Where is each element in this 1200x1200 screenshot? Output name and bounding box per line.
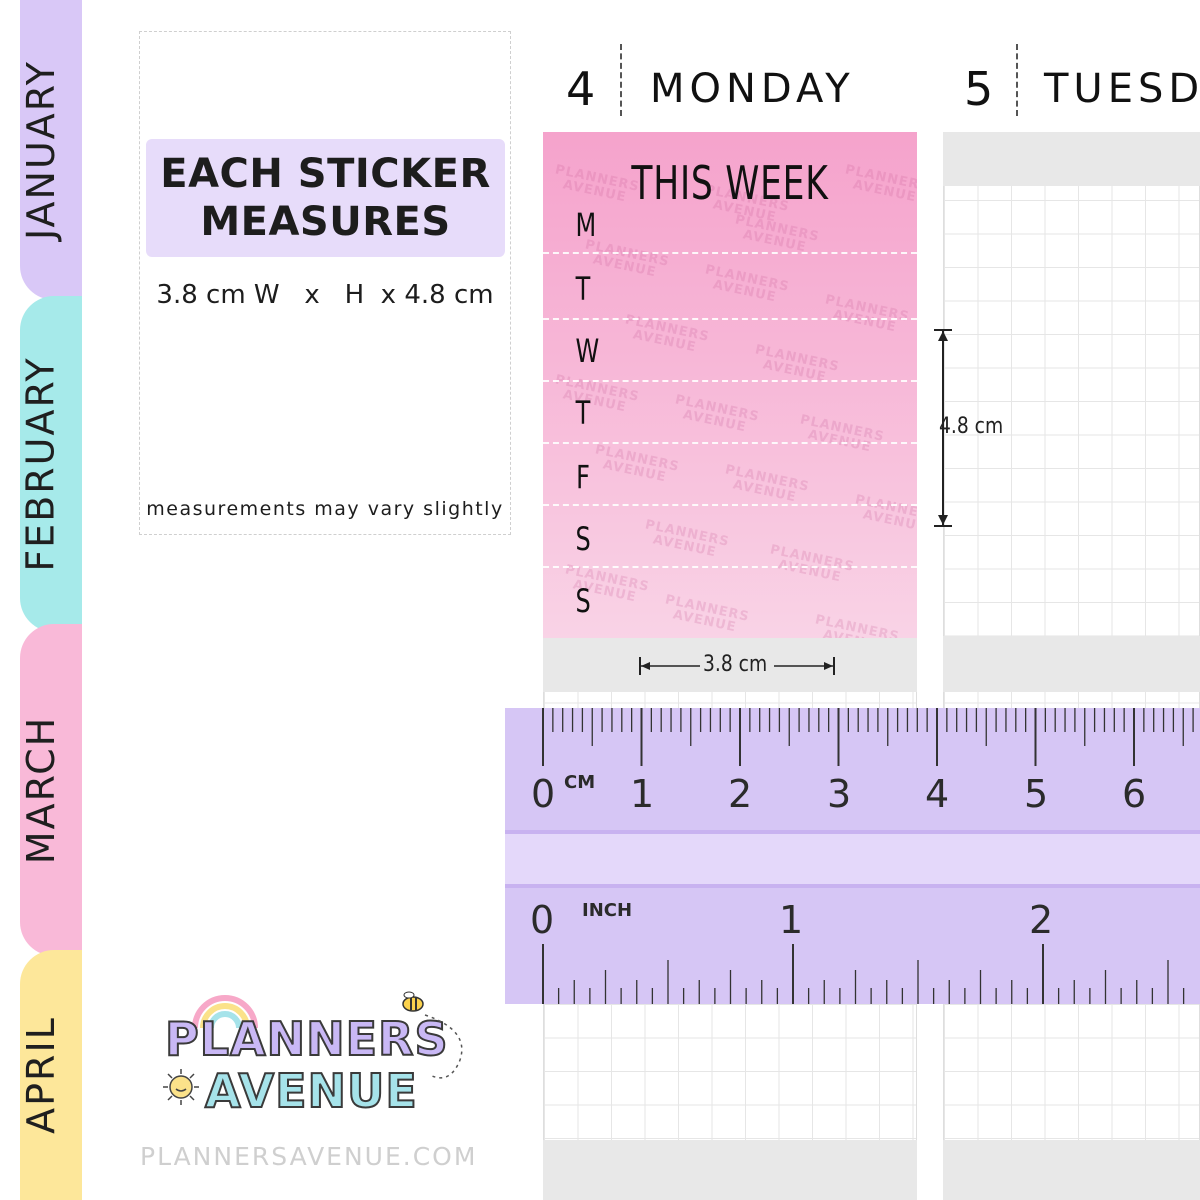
ruler-inch-number: 2 [1029, 898, 1054, 942]
day-letter-saturday: S [575, 520, 591, 558]
row-divider [543, 566, 917, 568]
day-number-monday: 4 [566, 62, 596, 116]
ruler-cm-number: 4 [925, 772, 950, 816]
month-tab-label: FEBRUARY [19, 356, 63, 572]
heading-line-2: MEASURES [200, 199, 451, 245]
ruler-inch-section[interactable] [505, 888, 1200, 1004]
ruler-cm-number: 0 [531, 772, 556, 816]
width-measure-label: 3.8 cm [703, 652, 768, 677]
ruler-cm-number: 1 [630, 772, 655, 816]
ruler-cm-number: 3 [827, 772, 852, 816]
day-letter-monday: M [575, 206, 597, 244]
height-dimension-arrow [934, 329, 952, 527]
day-separator [620, 44, 622, 116]
logo-line-1: PLANNERS [164, 1011, 449, 1067]
day-letter-thursday: T [575, 394, 591, 432]
sticker-title: THIS WEEK [631, 156, 829, 210]
day-number-tuesday: 5 [964, 62, 994, 116]
bee-icon [402, 991, 424, 1012]
width-dimension-arrow [639, 657, 835, 675]
day-name-monday: MONDAY [650, 66, 855, 112]
month-tab-february[interactable]: FEBRUARY [0, 296, 82, 632]
height-measure-label: 4.8 cm [939, 414, 1004, 439]
this-week-sticker[interactable]: PLANNERS AVENUE PLANNERS AVENUE PLANNERS AV… [543, 132, 917, 638]
column-footer-band [543, 1140, 917, 1200]
row-divider [543, 252, 917, 254]
dotted-flight-path-icon [424, 1014, 463, 1079]
heading-line-1: EACH STICKER [160, 151, 491, 197]
logo-line-2: AVENUE [204, 1063, 418, 1119]
month-tab-label: APRIL [19, 1016, 64, 1134]
dimensions-text: 3.8 cm W x H x 4.8 cm [156, 280, 494, 310]
ruler-middle-band [505, 830, 1200, 888]
ruler-inch-unit: INCH [582, 900, 633, 921]
ruler-ticks [542, 708, 1194, 1004]
month-tab-label: MARCH [19, 715, 63, 865]
planners-avenue-logo: PLANNERS AVENUE [150, 990, 480, 1120]
sun-icon [163, 1069, 199, 1105]
day-name-tuesday: TUESD [1044, 66, 1200, 112]
row-divider [543, 318, 917, 320]
day-letter-friday: F [576, 458, 590, 496]
measurement-heading: EACH STICKER MEASURES [146, 139, 505, 257]
row-divider [543, 442, 917, 444]
logo-text: PLANNERS [164, 1011, 449, 1067]
row-divider [543, 380, 917, 382]
month-tab-april[interactable]: APRIL [0, 950, 82, 1200]
column-footer-band [943, 636, 1200, 692]
row-divider [543, 504, 917, 506]
ruler-cm-number: 5 [1024, 772, 1049, 816]
ruler-inch-number: 1 [779, 898, 804, 942]
logo-text: AVENUE [204, 1063, 418, 1119]
ruler-inch-number: 0 [530, 898, 555, 942]
month-tab-label: JANUARY [19, 60, 64, 240]
day-letter-tuesday: T [575, 270, 591, 308]
day-letter-wednesday: W [575, 332, 600, 370]
day-separator [1016, 44, 1018, 116]
column-header-band [943, 132, 1200, 186]
measurement-info-box [139, 31, 511, 535]
column-footer-band [943, 1140, 1200, 1200]
rainbow-icon [192, 995, 258, 1029]
website-url: PLANNERSAVENUE.COM [140, 1142, 478, 1171]
measurement-note: measurements may vary slightly [146, 498, 504, 520]
month-tab-march[interactable]: MARCH [0, 624, 82, 956]
ruler-cm-number: 2 [728, 772, 753, 816]
ruler-cm-number: 6 [1122, 772, 1147, 816]
ruler-cm-unit: CM [564, 772, 596, 793]
month-tab-january[interactable]: JANUARY [0, 0, 82, 300]
column-footer-band [543, 638, 917, 692]
day-letter-sunday: S [575, 582, 591, 620]
